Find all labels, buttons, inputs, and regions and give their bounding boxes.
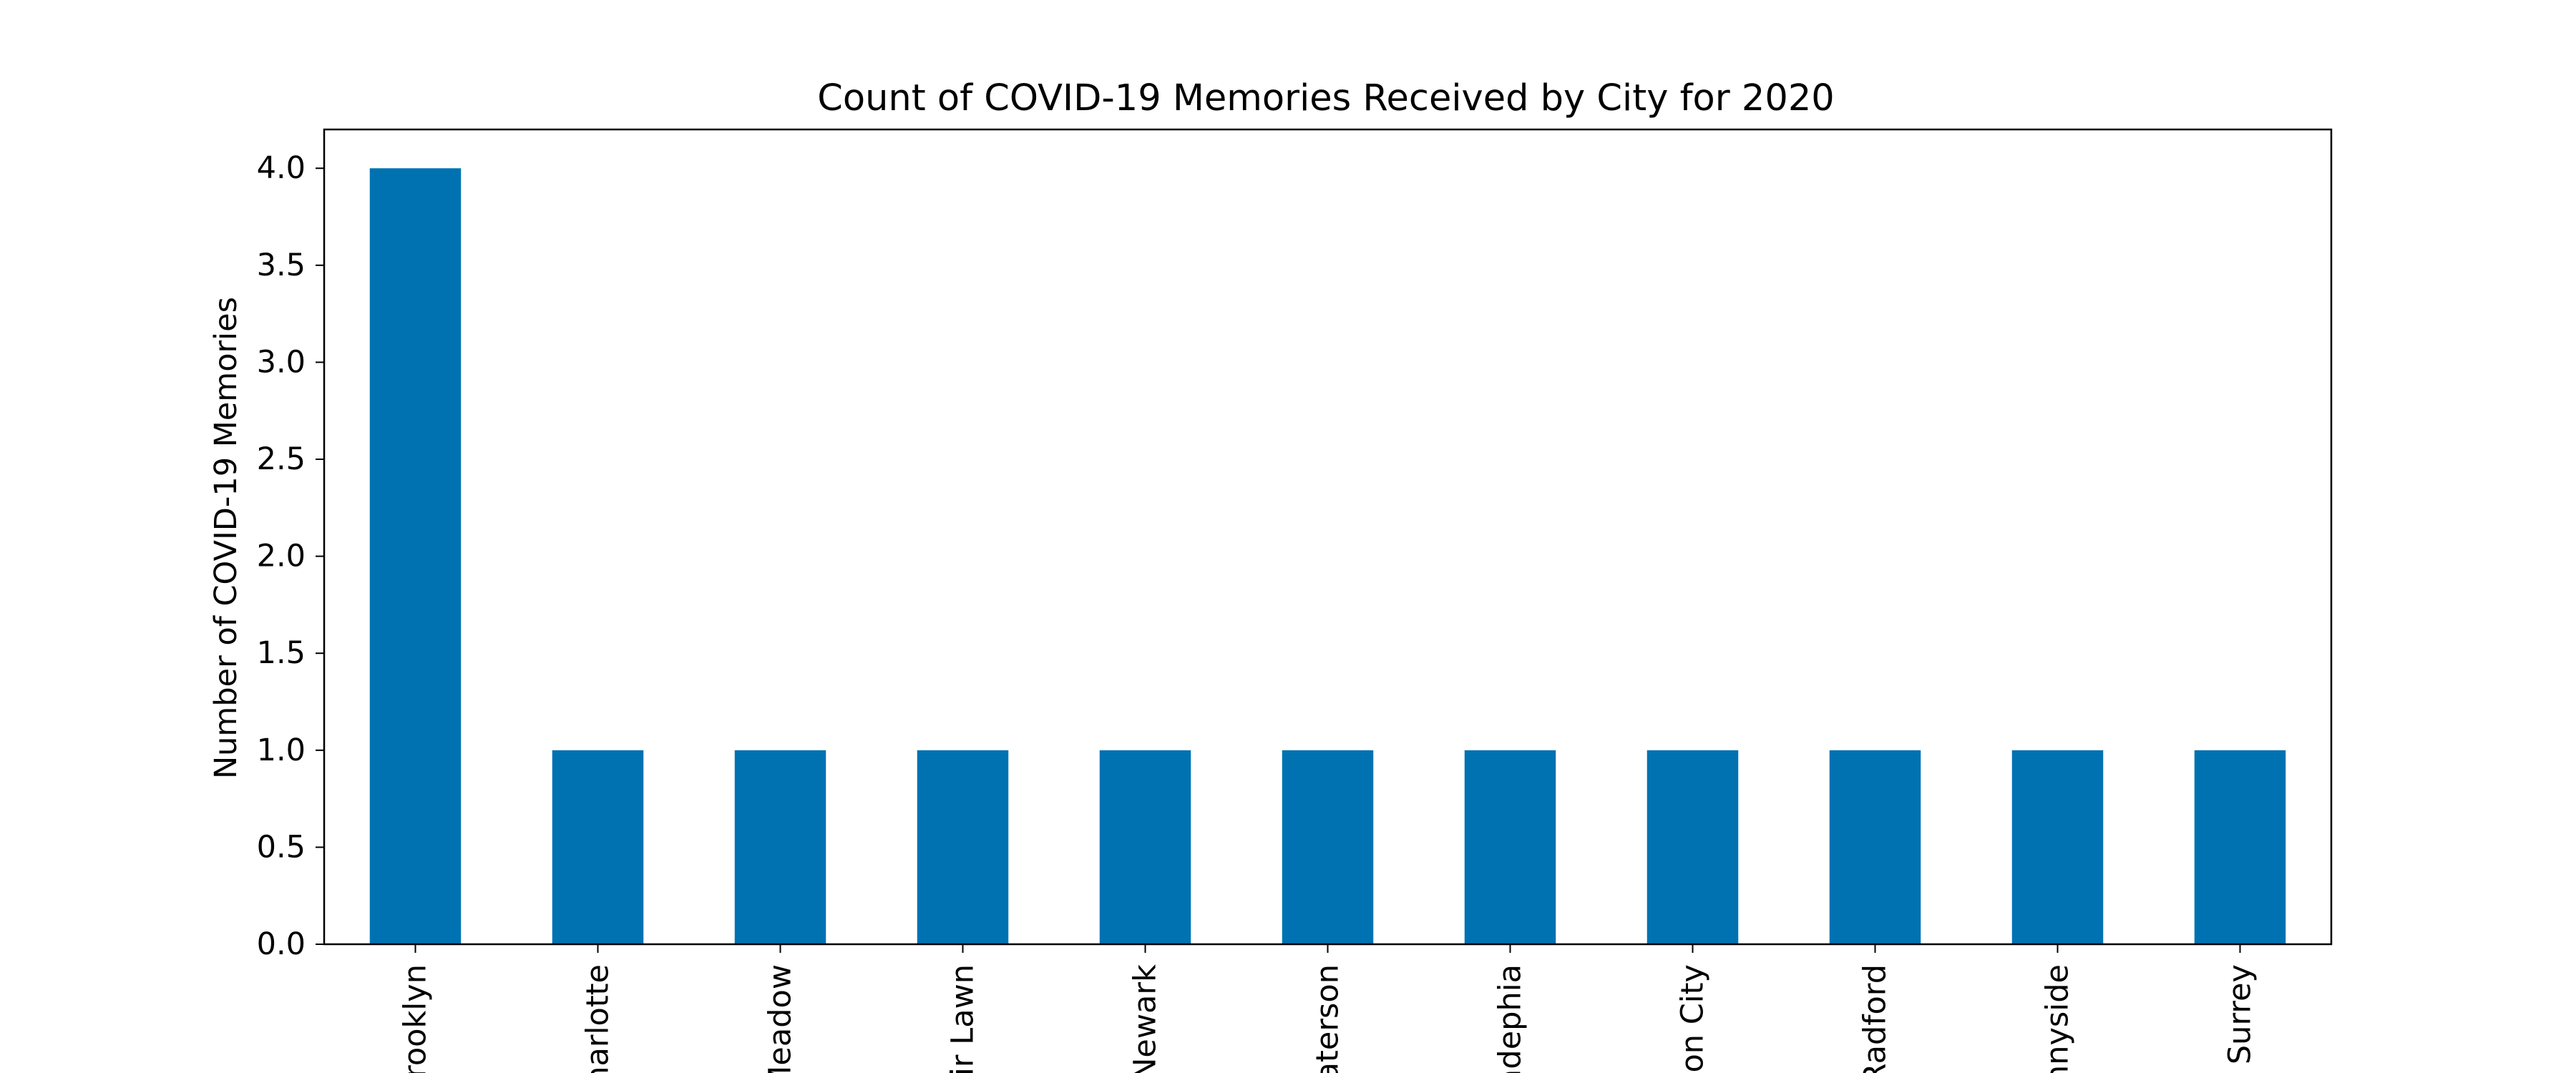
bar [1646, 750, 1739, 944]
x-tick-label: zon City [1675, 964, 1711, 1073]
x-tick-label: Newark [1128, 964, 1163, 1073]
bar [1829, 750, 1921, 944]
x-tick-label: nnyside [2040, 964, 2076, 1073]
plot-area-frame [323, 128, 2333, 946]
bar [734, 750, 826, 944]
x-tick-label: aterson [1310, 964, 1346, 1073]
x-tick-label: ir Lawn [945, 964, 981, 1073]
bar [917, 750, 1009, 944]
chart-title: Count of COVID-19 Memories Received by C… [817, 77, 1834, 119]
bars-group [369, 168, 2286, 945]
bar [1099, 750, 1191, 944]
x-tick-label: rooklyn [398, 964, 434, 1073]
y-axis-label: Number of COVID-19 Memories [208, 297, 244, 779]
bar [2011, 750, 2104, 944]
y-tick-label: 0.0 [257, 926, 306, 962]
y-tick-label: 1.5 [257, 635, 306, 671]
bar [1282, 750, 1374, 944]
y-tick-label: 1.0 [257, 733, 306, 768]
y-tick-label: 3.5 [257, 248, 306, 283]
bar [2194, 750, 2286, 944]
x-tick-label: narlotte [580, 964, 616, 1073]
bar [369, 168, 462, 945]
y-tick-label: 3.0 [257, 344, 306, 380]
x-tick-label: Surrey [2223, 964, 2258, 1064]
y-tick-label: 2.0 [257, 539, 306, 574]
y-tick-label: 2.5 [257, 441, 306, 477]
x-tick-label: Radford [1858, 964, 1893, 1073]
x-tick-label: Meadow [763, 964, 799, 1073]
y-tick-label: 4.0 [257, 150, 306, 186]
bar [1464, 750, 1556, 944]
x-tick-label: adephia [1493, 964, 1528, 1073]
y-tick-label: 0.5 [257, 829, 306, 865]
y-axis-ticks: 0.0 0.5 1.0 1.5 2.0 2.5 3.0 3.5 4.0 [257, 150, 324, 962]
bar [552, 750, 644, 944]
x-axis-ticks: rooklyn narlotte Meadow ir Lawn Newark aterso… [398, 944, 2258, 1073]
